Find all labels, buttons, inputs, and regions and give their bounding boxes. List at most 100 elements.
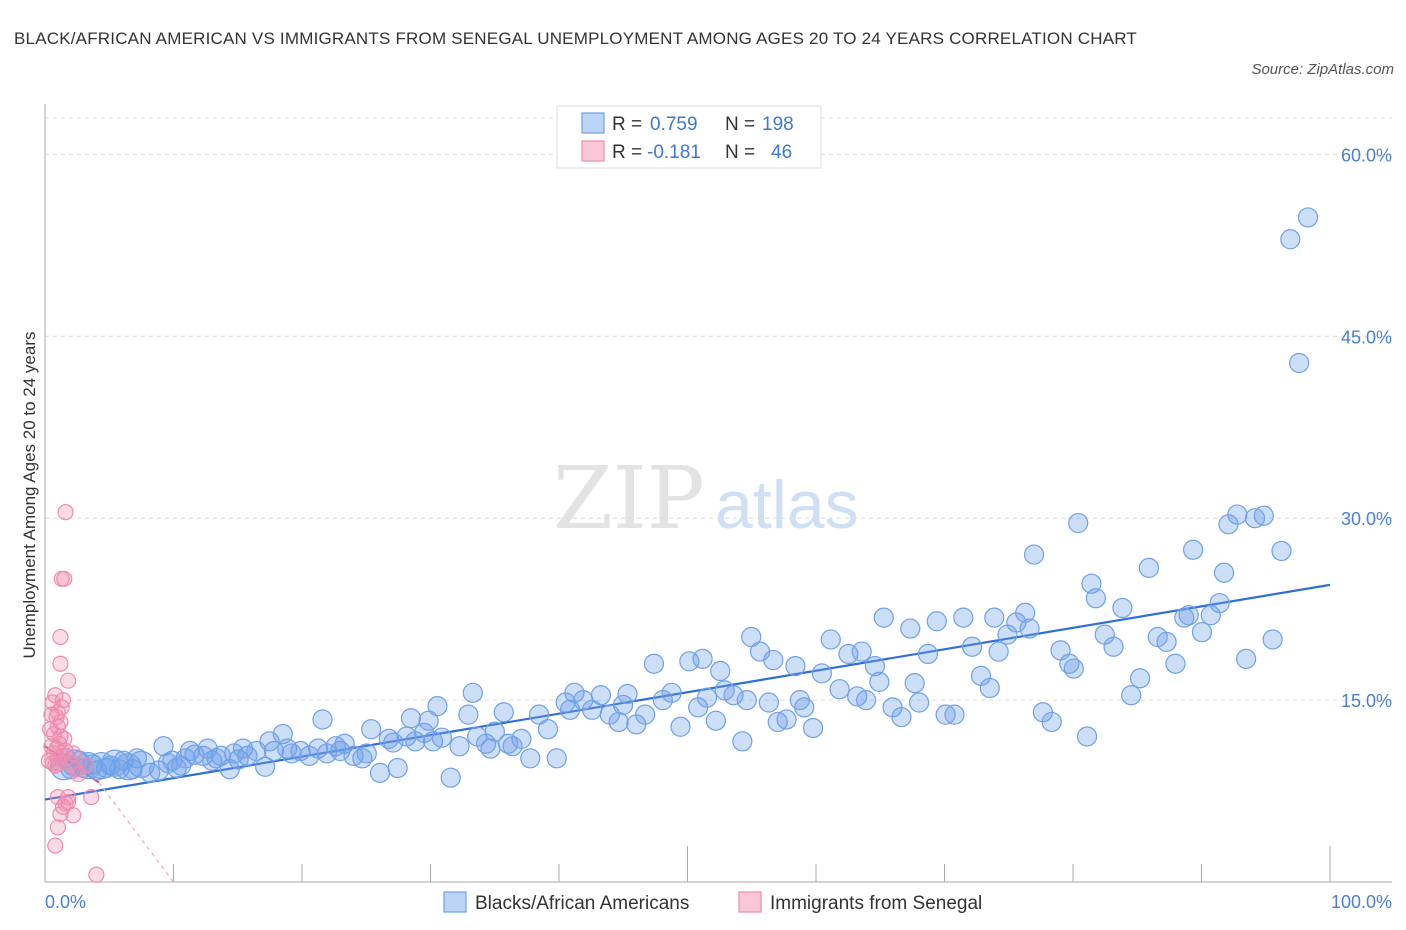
y-tick-label-45: 45.0% [1341,327,1392,347]
point-blacks [1068,512,1089,534]
point-blacks [1183,539,1204,560]
point-blacks [763,649,784,671]
point-blacks [1156,631,1177,652]
point-blacks [855,689,877,711]
legend-r-label-blue: R = [612,114,642,135]
point-blacks [864,656,886,677]
point-blacks [126,748,148,769]
point-blacks [1015,602,1036,623]
point-blacks [1271,540,1292,562]
legend-r-value-blue: 0.759 [650,114,698,135]
data-points [40,207,1319,883]
point-senegal [78,757,95,774]
point-blacks [732,731,753,752]
point-senegal [52,628,69,646]
point-blacks [1209,592,1230,614]
point-senegal [57,504,74,521]
point-blacks [1129,668,1151,689]
point-blacks [153,736,174,757]
legend-r-value-pink: -0.181 [647,142,701,163]
point-senegal [52,713,69,731]
point-blacks [255,756,276,777]
point-blacks [802,717,824,739]
legend-n-label-blue: N = [725,114,755,135]
axes [44,104,1392,883]
point-blacks [493,702,514,723]
point-blacks [1019,618,1040,639]
legend-n-value-pink: 46 [771,142,792,163]
point-blacks [361,719,382,740]
point-blacks [820,629,841,650]
point-senegal [49,789,66,806]
point-blacks [462,682,483,703]
point-blacks [988,641,1009,662]
point-blacks [1253,505,1274,526]
point-blacks [612,694,634,716]
point-blacks [1280,229,1301,250]
point-blacks [979,677,1000,699]
point-senegal [56,730,73,748]
point-senegal [47,837,64,854]
point-blacks [440,767,461,788]
watermark-atlas: atlas [715,467,859,543]
point-blacks [1289,352,1310,374]
point-blacks [736,689,757,711]
chart-title: BLACK/AFRICAN AMERICAN VS IMMIGRANTS FRO… [14,29,1137,48]
point-blacks [829,679,850,700]
point-blacks [1085,588,1106,609]
legend-swatch-pink [581,140,605,162]
point-blacks [904,673,925,694]
series-legend-label-blue: Blacks/African Americans [475,893,689,914]
point-blacks [427,696,448,717]
point-blacks [776,709,797,730]
series-legend: Blacks/African Americans Immigrants from… [443,891,982,914]
point-blacks [1121,685,1142,706]
series-legend-swatch-blue [443,891,467,913]
point-blacks [1236,648,1257,669]
point-senegal [54,691,72,709]
point-senegal [83,789,100,806]
point-blacks [1041,711,1062,733]
point-blacks [431,727,452,748]
point-blacks [418,710,439,731]
point-blacks [405,731,426,752]
point-blacks [1262,629,1283,650]
legend-n-label-pink: N = [725,142,755,163]
point-blacks [400,708,422,729]
y-tick-label-60: 60.0% [1341,145,1392,165]
point-blacks [643,653,665,674]
point-blacks [1191,622,1213,643]
stats-legend: R = 0.759 N = 198 R = -0.181 N = 46 [556,105,822,169]
point-blacks [758,692,779,713]
x-tick-label-max: 100.0% [1331,892,1392,912]
point-blacks [590,685,612,706]
point-blacks [811,663,833,684]
point-blacks [1103,636,1124,657]
point-blacks [520,748,541,769]
point-senegal [60,793,77,811]
point-blacks [794,697,815,718]
point-blacks [480,738,501,759]
y-tick-label-30: 30.0% [1341,509,1392,529]
point-blacks [1112,597,1133,619]
point-blacks [387,757,408,779]
point-blacks [1227,504,1248,525]
point-blacks [944,704,965,725]
point-senegal [49,819,66,836]
point-blacks [537,719,559,740]
point-blacks [670,716,691,737]
point-blacks [511,728,532,750]
point-blacks [705,710,726,731]
x-tick-label-min: 0.0% [45,892,86,912]
point-senegal [52,655,69,672]
point-blacks [1213,562,1235,583]
trend-line-senegal-extension [98,782,174,883]
legend-r-label-pink: R = [612,142,642,163]
point-blacks [723,685,744,706]
point-blacks [1076,726,1098,747]
point-blacks [608,711,629,733]
point-blacks [909,692,930,713]
point-blacks [528,704,550,725]
point-blacks [917,643,939,665]
point-blacks [984,607,1005,628]
